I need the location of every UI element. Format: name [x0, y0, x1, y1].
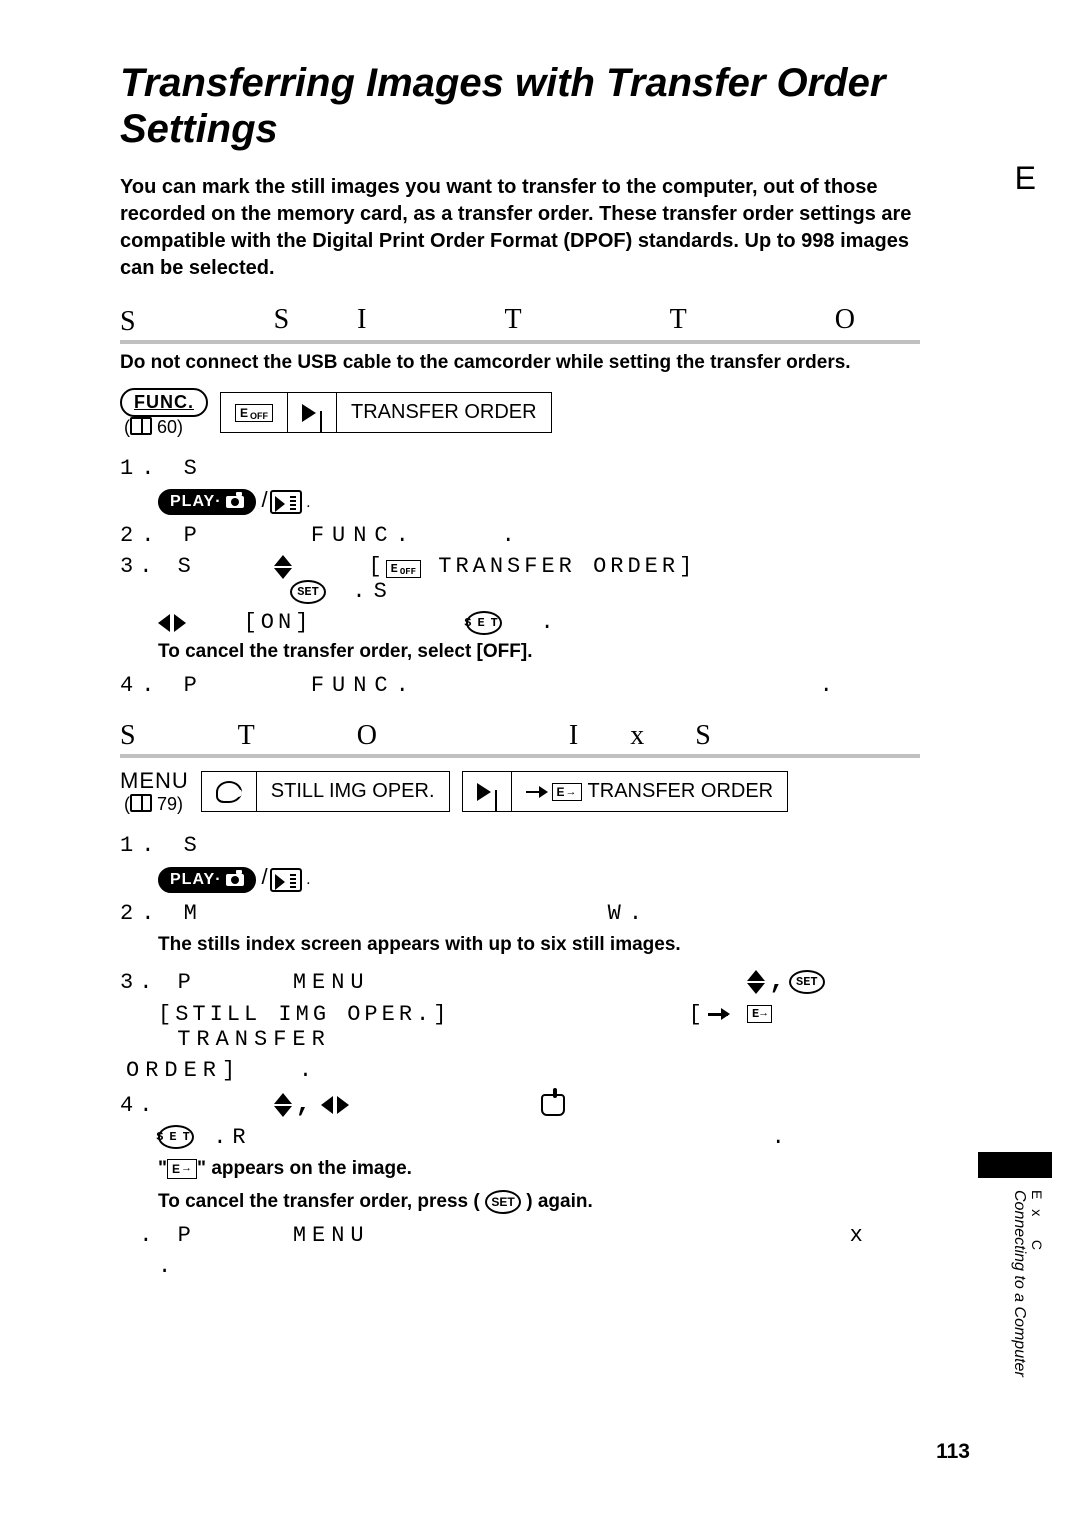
- card-play-icon: [270, 490, 302, 514]
- section-b-steps: 1. S PLAY·/ . 2. M W. The stills index s…: [120, 833, 920, 1279]
- leftright-icon: [158, 614, 186, 632]
- step-b-3c: ORDER] .: [120, 1058, 920, 1083]
- book-icon-2: [130, 794, 152, 812]
- updown-icon-2: [747, 970, 765, 994]
- step-b-5: . P MENUx: [120, 1223, 920, 1248]
- card-transfer-icon: E: [552, 783, 582, 801]
- step-b-5b: .: [120, 1254, 920, 1279]
- play-cam-mode-icon: PLAY·: [158, 489, 256, 515]
- page-title: Transferring Images with Transfer Order …: [120, 60, 920, 152]
- step-a-1-detail: PLAY·/ .: [120, 487, 920, 516]
- set-button-icon: SET: [290, 580, 326, 604]
- palette-icon: [216, 781, 242, 803]
- menu-box-2: E TRANSFER ORDER: [462, 771, 789, 812]
- step-b-1-detail: PLAY·/ .: [120, 864, 920, 893]
- func-badge: FUNC.: [120, 388, 208, 417]
- step-a-3b: [ON] SET .: [120, 610, 920, 635]
- transfer-order-label-2: TRANSFER ORDER: [588, 780, 774, 803]
- card-transfer-icon-2: E: [747, 1005, 772, 1023]
- step-b-2-note: The stills index screen appears with up …: [120, 932, 920, 958]
- func-page-ref: ( 60): [124, 417, 208, 438]
- func-transfer-boxset: EOFF TRANSFER ORDER: [220, 392, 552, 433]
- hand-select-icon: [541, 1094, 565, 1116]
- right-rail: E: [1007, 160, 1044, 197]
- set-button-icon-5: SET: [485, 1190, 521, 1214]
- menu-page-ref: ( 79): [124, 794, 189, 815]
- step-b-4-note2: To cancel the transfer order, press ( SE…: [120, 1189, 920, 1215]
- step-b-4: 4. ,: [120, 1089, 920, 1119]
- transfer-order-label: TRANSFER ORDER: [336, 393, 551, 432]
- section-a-note: Do not connect the USB cable to the camc…: [120, 352, 920, 374]
- intro-paragraph: You can mark the still images you want t…: [120, 174, 920, 282]
- step-b-1: 1. S: [120, 833, 920, 858]
- func-flow-row: FUNC. ( 60) EOFF TRANSFER ORDER: [120, 388, 920, 438]
- menu-box-1: STILL IMG OPER.: [201, 771, 450, 812]
- side-section-label: E x C Connecting to a Computer: [1010, 1190, 1046, 1377]
- step-a-4: 4. P FUNC. .: [120, 673, 920, 698]
- step-a-1: 1. S: [120, 456, 920, 481]
- step-b-4b: SET .R.: [120, 1125, 920, 1150]
- step-a-3: 3. S [EOFF TRANSFER ORDER] SET .S: [120, 554, 920, 604]
- step-b-3: 3. P MENU ,SET: [120, 966, 920, 996]
- set-button-icon-2: SET: [466, 611, 502, 635]
- set-button-icon-3: SET: [789, 970, 825, 994]
- updown-icon-3: [274, 1093, 292, 1117]
- menu-flow-row: MENU ( 79) STILL IMG OPER. E TRANSFER OR…: [120, 768, 920, 815]
- card-play-icon-2: [270, 868, 302, 892]
- arrow-right-icon: [526, 791, 546, 794]
- menu-label: MENU: [120, 768, 189, 794]
- language-indicator: E: [1007, 160, 1044, 197]
- cancel-off-note: To cancel the transfer order, select [OF…: [120, 641, 920, 663]
- set-button-icon-4: SET: [158, 1125, 194, 1149]
- step-b-3b: [STILL IMG OPER.] [ E TRANSFER: [120, 1002, 920, 1052]
- transfer-off-icon: EOFF: [235, 404, 273, 422]
- side-tab-marker: [978, 1152, 1052, 1178]
- play-forward-icon: [302, 404, 322, 422]
- transfer-off-icon-inline: EOFF: [386, 560, 421, 578]
- page-number: 113: [936, 1440, 970, 1464]
- section-a-steps: 1. S PLAY·/ . 2. P FUNC. . 3. S [EOFF TR…: [120, 456, 920, 699]
- play-forward-icon-2: [477, 783, 497, 801]
- section-b-heading: STOIx S: [120, 720, 920, 758]
- play-cam-mode-icon-2: PLAY·: [158, 867, 256, 893]
- step-b-4-note1: "E" appears on the image.: [120, 1156, 920, 1182]
- leftright-icon-2: [321, 1096, 349, 1114]
- still-img-oper-label: STILL IMG OPER.: [256, 772, 449, 811]
- card-transfer-icon-3: E: [167, 1159, 197, 1179]
- section-a-heading: SSITTO: [120, 304, 920, 344]
- book-icon: [130, 417, 152, 435]
- arrow-right-icon-2: [708, 1013, 728, 1016]
- step-a-2: 2. P FUNC. .: [120, 523, 920, 548]
- updown-icon: [274, 555, 292, 579]
- step-b-2: 2. M W.: [120, 901, 920, 926]
